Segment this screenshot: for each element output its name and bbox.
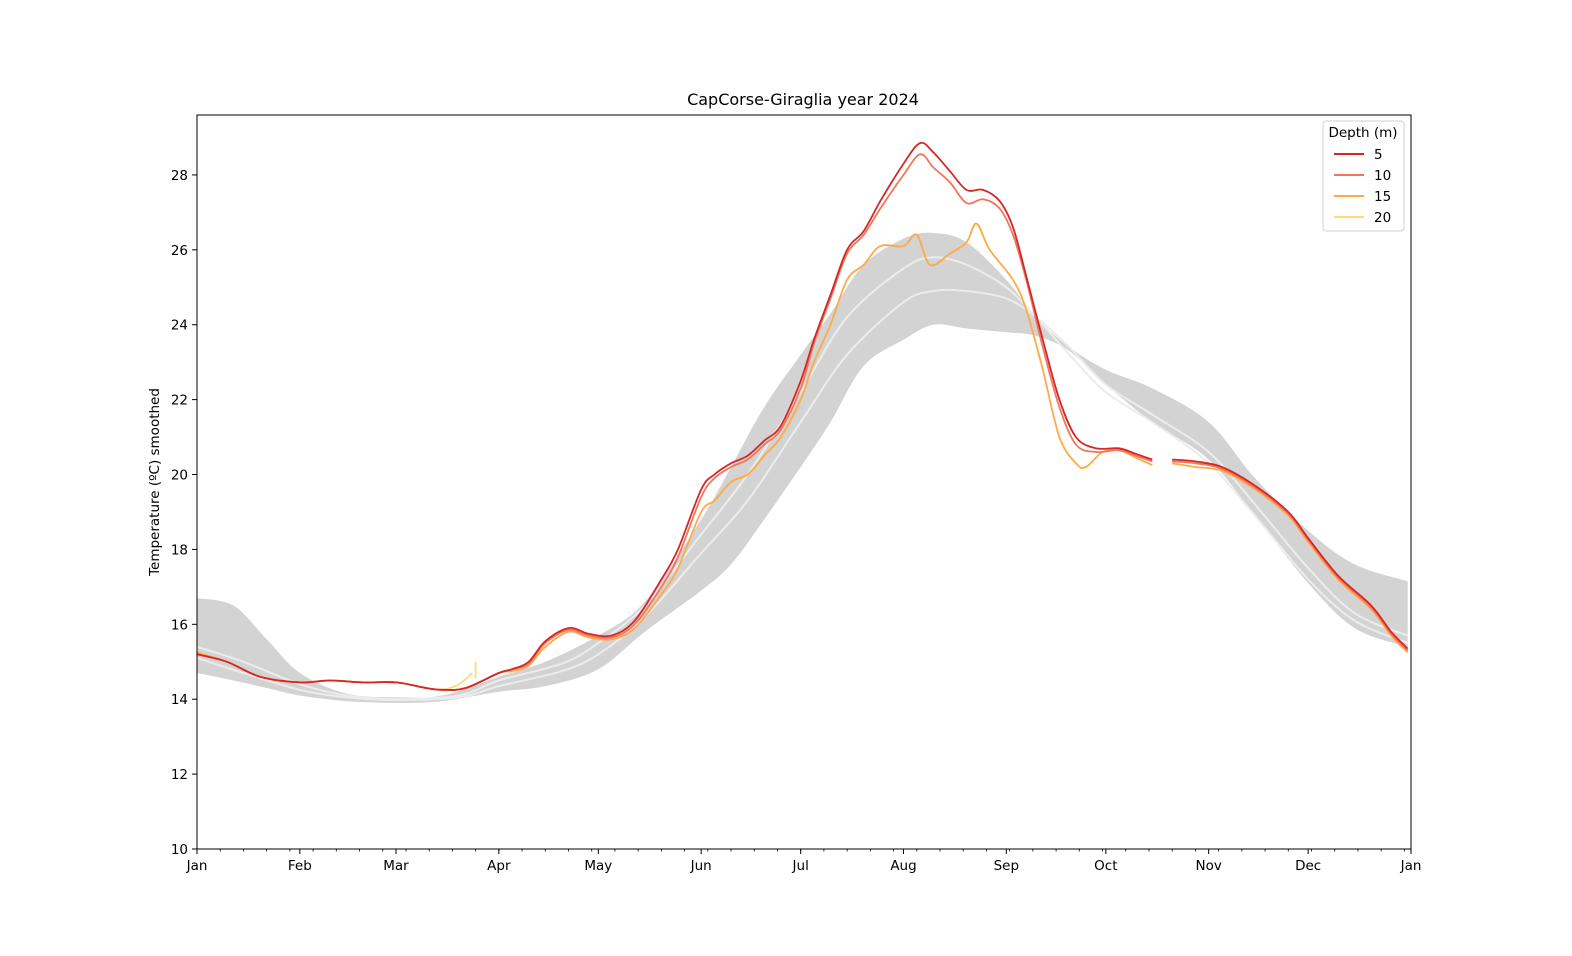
series-line-depth-5-segment-1	[196, 141, 1153, 691]
climatology-lines-layer	[196, 256, 1409, 702]
y-axis: 10 12 14 16 18 20 22 24 26 28	[171, 168, 197, 858]
series-line-depth-15-segment-2	[1172, 462, 1409, 654]
x-tick-label: Oct	[1094, 858, 1117, 874]
legend-label-depth-10: 10	[1374, 168, 1391, 184]
x-tick-label: Jun	[690, 858, 712, 874]
x-tick-label: Dec	[1295, 858, 1321, 874]
x-tick-label: Aug	[890, 858, 916, 874]
plot-frame	[196, 114, 1412, 850]
x-tick-label: Mar	[383, 858, 409, 874]
legend-title: Depth (m)	[1328, 125, 1397, 141]
y-tick-label: 22	[171, 393, 188, 409]
y-tick-label: 20	[171, 468, 188, 484]
legend-label-depth-15: 15	[1374, 189, 1391, 205]
x-axis: Jan Feb Mar Apr May Jun Jul Aug Sep Oct Nov Dec Jan	[186, 849, 1422, 874]
x-tick-label: Jan	[186, 858, 208, 874]
x-tick-label: Sep	[994, 858, 1019, 874]
y-tick-label: 18	[171, 542, 188, 558]
x-tick-label: Feb	[288, 858, 312, 874]
y-tick-label: 26	[171, 243, 188, 259]
x-tick-label: Apr	[487, 858, 511, 874]
y-tick-label: 16	[171, 617, 188, 633]
series-layer	[196, 141, 1409, 691]
series-line-depth-5-segment-2	[1172, 458, 1409, 650]
legend: Depth (m) 5 10 15 20	[1322, 120, 1405, 232]
series-line-depth-10-segment-2	[1172, 460, 1409, 652]
y-tick-label: 28	[171, 168, 188, 184]
legend-label-depth-20: 20	[1374, 210, 1391, 226]
y-tick-label: 24	[171, 318, 188, 334]
legend-label-depth-5: 5	[1374, 147, 1383, 163]
y-axis-label: Temperature (ºC) smoothed	[147, 388, 163, 577]
x-tick-label: Jan	[1400, 858, 1422, 874]
y-tick-label: 10	[171, 842, 188, 858]
x-tick-label: Nov	[1195, 858, 1221, 874]
climatology-line-2	[196, 256, 1409, 701]
chart-title: CapCorse-Giraglia year 2024	[687, 90, 919, 109]
y-tick-label: 14	[171, 692, 188, 708]
climatology-line-1	[196, 288, 1409, 702]
y-tick-label: 12	[171, 767, 188, 783]
x-tick-label: Jul	[792, 858, 809, 874]
x-tick-label: May	[584, 858, 612, 874]
